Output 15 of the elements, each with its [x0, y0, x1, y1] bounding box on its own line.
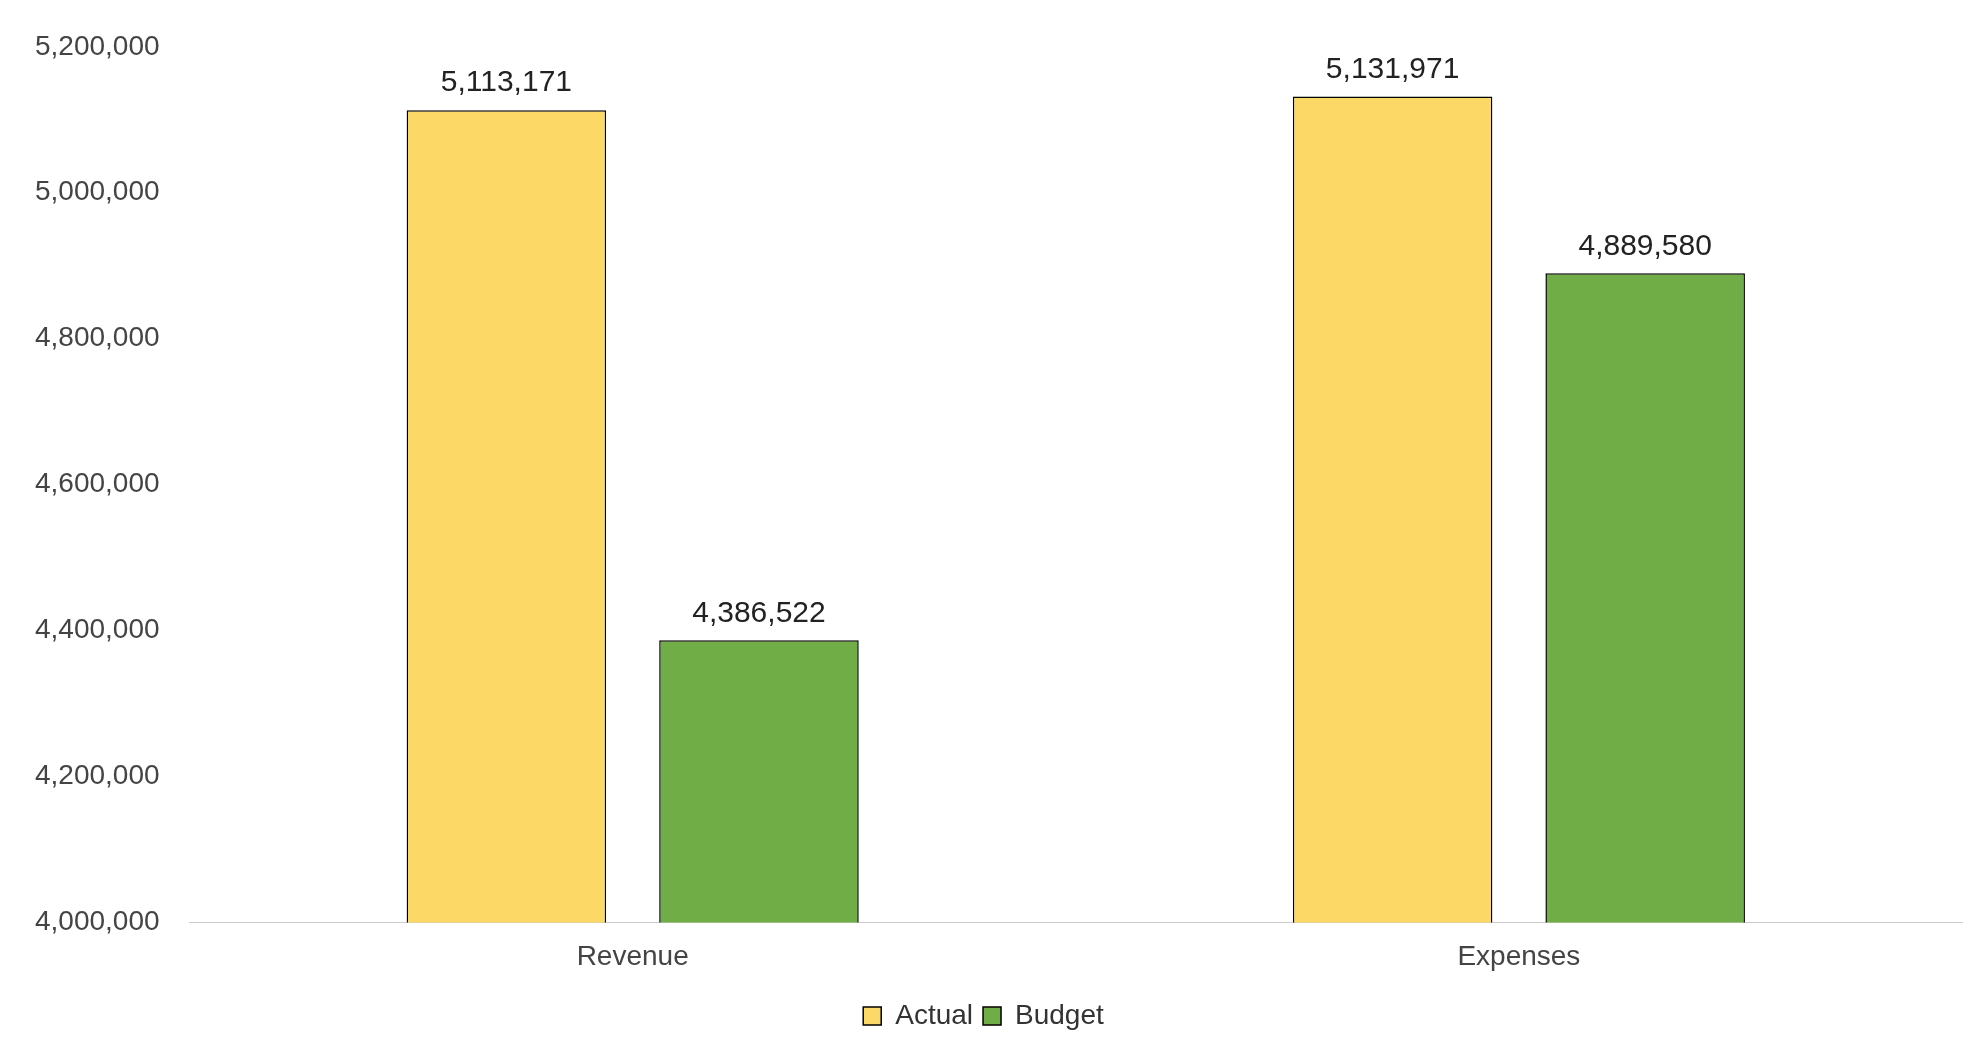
y-tick-label: 4,200,000	[34, 759, 160, 791]
y-tick-label: 4,400,000	[34, 613, 160, 645]
x-tick-label: Revenue	[576, 939, 689, 971]
legend-label: Actual	[895, 998, 974, 1030]
data-label: 4,386,522	[692, 594, 826, 628]
legend-label: Budget	[1015, 998, 1104, 1030]
data-label: 5,113,171	[440, 64, 573, 98]
y-tick-label: 4,600,000	[34, 467, 160, 499]
x-tick-label: Expenses	[1457, 939, 1581, 971]
y-tick-label: 5,200,000	[34, 29, 160, 61]
data-label: 5,131,971	[1325, 50, 1460, 84]
y-tick-label: 4,800,000	[34, 321, 160, 353]
y-tick-label: 5,000,000	[34, 175, 160, 207]
y-tick-label: 4,000,000	[34, 905, 160, 937]
data-label: 4,889,580	[1578, 227, 1712, 261]
